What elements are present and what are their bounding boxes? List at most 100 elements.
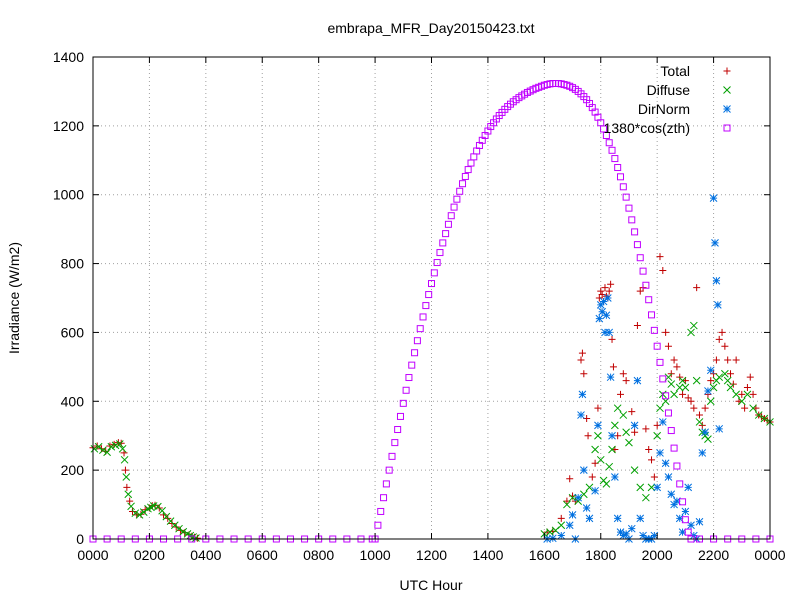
data-point xyxy=(678,528,687,536)
data-point xyxy=(388,452,396,460)
data-point xyxy=(566,475,574,483)
data-point xyxy=(661,459,670,468)
grid xyxy=(93,57,770,539)
data-point xyxy=(585,483,594,492)
data-point xyxy=(718,328,726,336)
data-point xyxy=(684,528,692,536)
x-tick-label: 1200 xyxy=(416,547,447,563)
data-point xyxy=(636,514,645,523)
data-point xyxy=(653,483,662,492)
data-point xyxy=(625,438,633,447)
data-point xyxy=(579,466,588,474)
x-tick-label: 1800 xyxy=(585,547,616,563)
data-point xyxy=(676,480,684,488)
data-point xyxy=(712,356,720,364)
data-point xyxy=(701,404,709,412)
x-tick-label: 0400 xyxy=(190,547,221,563)
data-point xyxy=(90,444,99,453)
data-point xyxy=(158,506,166,515)
data-point xyxy=(743,384,751,392)
data-point xyxy=(709,194,718,203)
y-axis-label: Irradiance (W/m2) xyxy=(6,242,22,354)
data-point xyxy=(628,408,636,416)
data-point xyxy=(609,363,617,371)
data-point xyxy=(630,466,639,474)
data-point xyxy=(695,418,704,426)
data-point xyxy=(450,203,458,211)
data-point xyxy=(611,421,619,430)
data-point xyxy=(706,366,715,375)
data-point xyxy=(628,216,636,224)
data-point xyxy=(394,426,402,434)
data-point xyxy=(602,131,610,139)
data-point xyxy=(374,521,382,529)
data-point xyxy=(94,442,103,451)
data-point xyxy=(662,328,670,336)
legend-label: 1380*cos(zth) xyxy=(604,120,690,136)
data-point xyxy=(402,386,410,394)
data-point xyxy=(464,166,472,174)
data-point xyxy=(127,502,135,511)
data-point xyxy=(693,284,701,292)
y-tick-label: 800 xyxy=(61,256,85,272)
x-tick-label: 0000 xyxy=(754,547,785,563)
data-point xyxy=(709,383,718,392)
x-tick-label: 0800 xyxy=(303,547,334,563)
data-point xyxy=(667,427,675,435)
data-point xyxy=(126,497,134,505)
data-point xyxy=(461,172,469,180)
data-point xyxy=(647,483,656,492)
data-point xyxy=(692,376,701,385)
data-point xyxy=(596,455,605,464)
data-point xyxy=(642,425,650,433)
data-point xyxy=(606,373,615,382)
data-point xyxy=(662,392,670,400)
data-point xyxy=(681,383,690,392)
data-point xyxy=(425,291,433,299)
data-point xyxy=(411,349,419,357)
data-point xyxy=(557,521,566,530)
data-point xyxy=(179,527,188,536)
data-point xyxy=(713,301,722,309)
data-point xyxy=(602,311,611,320)
data-point xyxy=(111,441,120,450)
data-point xyxy=(120,455,129,464)
data-point xyxy=(594,404,602,412)
data-point xyxy=(433,259,441,267)
data-point xyxy=(664,342,672,350)
data-point xyxy=(687,397,695,405)
data-point xyxy=(658,418,667,426)
data-point xyxy=(413,337,421,345)
data-point xyxy=(625,204,633,212)
data-point xyxy=(614,164,622,172)
x-tick-label: 0600 xyxy=(247,547,278,563)
data-point xyxy=(715,335,723,343)
data-point xyxy=(380,494,388,502)
data-point xyxy=(681,507,690,516)
data-point xyxy=(687,521,695,530)
data-point xyxy=(746,373,754,381)
data-point xyxy=(574,493,583,502)
y-tick-label: 0 xyxy=(76,531,84,547)
data-point xyxy=(656,404,664,413)
x-tick-label: 0000 xyxy=(77,547,108,563)
data-point xyxy=(707,377,715,385)
data-point xyxy=(605,328,614,337)
data-point xyxy=(670,356,678,364)
data-point xyxy=(664,473,673,481)
data-point xyxy=(578,390,587,399)
data-point xyxy=(546,528,554,536)
legend-label: Diffuse xyxy=(647,82,691,98)
data-point xyxy=(118,444,127,453)
data-point xyxy=(622,377,630,385)
data-point xyxy=(656,449,664,457)
data-point xyxy=(175,524,183,533)
data-point xyxy=(653,342,661,350)
legend: Total Diffuse DirNorm 1380*cos(zth) xyxy=(604,63,731,136)
data-point xyxy=(631,228,639,236)
data-point xyxy=(107,442,116,451)
data-point xyxy=(594,421,602,430)
data-point xyxy=(568,511,577,519)
data-point xyxy=(591,486,599,495)
data-point xyxy=(656,253,664,261)
